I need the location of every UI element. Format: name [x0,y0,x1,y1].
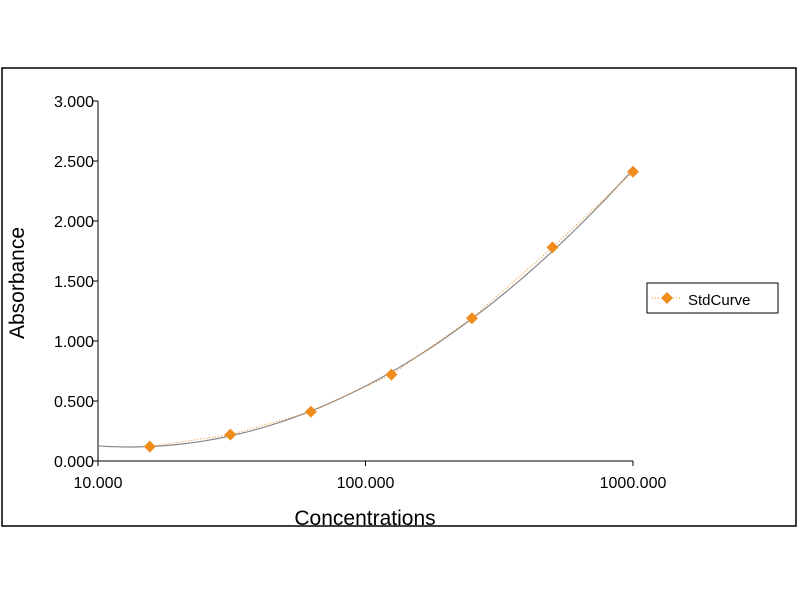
x-axis-ticks: 10.000 100.000 1000.000 [74,461,667,492]
data-point [385,368,398,381]
y-tick-label: 1.500 [54,274,94,291]
y-tick-label: 2.000 [54,214,94,231]
y-tick-label: 0.500 [54,394,94,411]
data-point [465,312,478,325]
data-point [546,241,559,254]
x-axis-title: Concentrations [294,507,435,530]
y-tick-label: 2.500 [54,154,94,171]
data-point [627,165,639,178]
x-tick-label: 10.000 [74,475,123,492]
y-tick-label: 1.000 [54,334,94,351]
legend-swatch-marker [661,292,673,304]
x-tick-label: 100.000 [337,475,395,492]
y-axis-title: Absorbance [6,227,29,339]
data-point [224,428,237,441]
y-tick-label: 0.000 [54,454,94,471]
data-point [143,440,156,453]
y-axis-ticks: 0.000 0.500 1.000 1.500 2.000 2.500 3.000 [54,94,98,471]
y-tick-label: 3.000 [54,94,94,111]
legend: StdCurve [646,282,779,314]
legend-label: StdCurve [688,292,751,309]
data-points [143,165,639,453]
x-tick-label: 1000.000 [600,475,667,492]
data-point [304,405,317,418]
